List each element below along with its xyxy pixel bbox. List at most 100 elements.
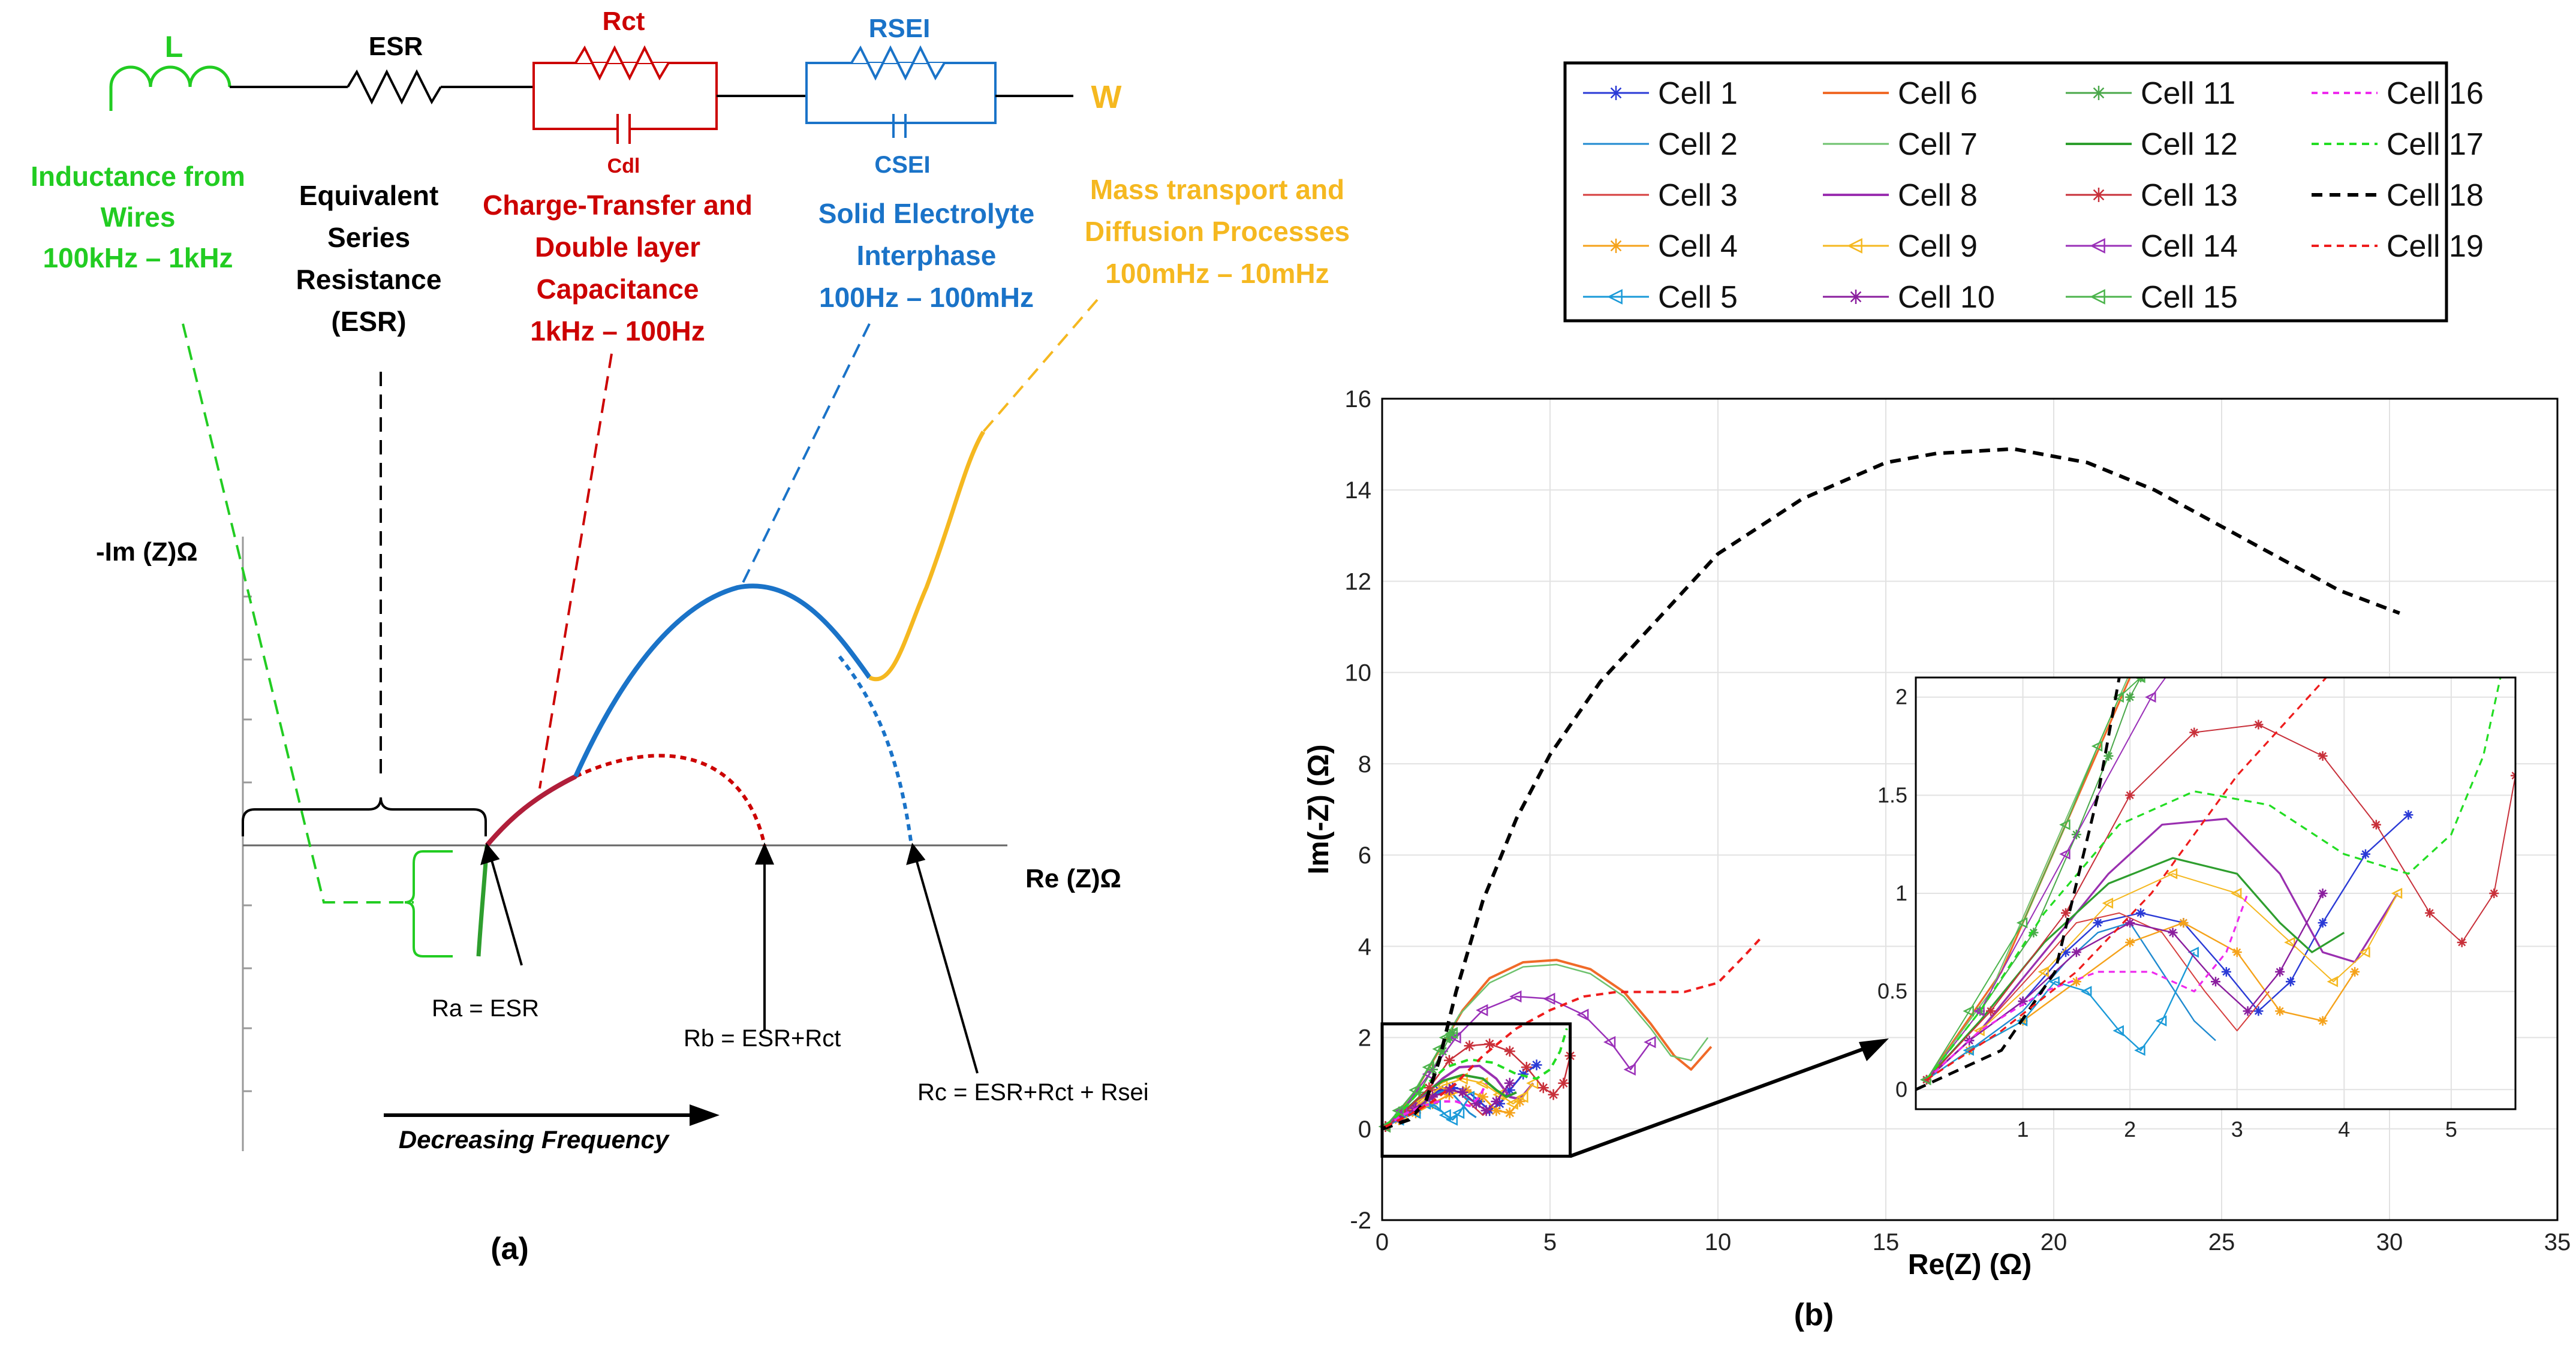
inset-series-cell-15-marker (1920, 1074, 1931, 1086)
inset-x-tick-label: 2 (2124, 1117, 2136, 1142)
legend-label: Cell 11 (2141, 76, 2235, 111)
series-cell-19 (1385, 936, 1763, 1128)
legend-cell-9-marker (1847, 238, 1862, 254)
zoom-arrow-head (1859, 1038, 1889, 1061)
rsei-parallel-block (805, 45, 997, 138)
inset-series-cell-10-marker (2071, 947, 2081, 957)
panel-a: L ESR Rct Cdl (31, 7, 1350, 1266)
inset-series-cell-5-marker (2048, 976, 2060, 987)
main-y-tick-label: 6 (1358, 842, 1371, 869)
inset-series-cell-2 (1926, 922, 2216, 1080)
inset-series-cell-13-marker (2318, 751, 2328, 761)
series-cell-10-marker (1504, 1077, 1515, 1089)
main-y-tick-label: 8 (1358, 751, 1371, 778)
series-cell-14-marker (1644, 1036, 1656, 1049)
ct-line-3: Capacitance (536, 273, 699, 305)
ct-line-1: Charge-Transfer and (483, 189, 753, 221)
series-cell-13-marker (1558, 1077, 1569, 1089)
legend-item-cell-7: Cell 7 (1823, 127, 1978, 162)
sei-line-3: 100Hz – 100mHz (819, 282, 1034, 313)
sei-line-1: Solid Electrolyte (818, 198, 1034, 229)
sei-leader (739, 323, 871, 588)
legend-label: Cell 4 (1658, 229, 1738, 264)
inset-series-cell-17 (1925, 678, 2502, 1080)
series-cell-15-marker (1409, 1083, 1421, 1097)
legend-label: Cell 13 (2141, 178, 2238, 213)
annotation-sei: Solid Electrolyte Interphase 100Hz – 100… (818, 198, 1034, 313)
annotation-esr: Equivalent Series Resistance (ESR) (296, 180, 442, 337)
inset-series-cell-15-marker (1963, 1005, 1974, 1017)
main-y-tick-label: 16 (1345, 386, 1372, 412)
series-cell-14-marker (1543, 992, 1555, 1005)
series-cell-16 (1385, 1082, 1488, 1128)
inset-series-cell-15-marker (2112, 691, 2124, 703)
inset-series-cell-11-marker (2125, 692, 2135, 702)
series-cell-10-marker (1457, 1086, 1468, 1098)
inset-series-cell-5-marker (2155, 1015, 2167, 1026)
series-cell-9-marker (1436, 1079, 1448, 1092)
legend-item-cell-13: Cell 13 (2066, 178, 2238, 213)
series-cell-5-marker (1445, 1113, 1458, 1126)
inset-series-cell-1-marker (2286, 977, 2295, 987)
inset-series (1916, 678, 2515, 1091)
inset-series-cell-14-marker (2059, 848, 2071, 860)
inset-series-cell-5-marker (2112, 1025, 2124, 1037)
ct-line-2: Double layer (535, 231, 700, 263)
legend-item-cell-15: Cell 15 (2066, 280, 2238, 315)
inset-series-cell-5-marker (2187, 946, 2199, 958)
annotation-diffusion: Mass transport and Diffusion Processes 1… (1085, 174, 1350, 289)
series-cell-14-marker (1509, 990, 1522, 1003)
inset-series-cell-19 (1925, 678, 2328, 1081)
decreasing-frequency-label: Decreasing Frequency (399, 1125, 670, 1154)
inset-series-cell-3 (1926, 912, 2270, 1080)
inset-series-cell-5-marker (2080, 986, 2092, 997)
inset-series-cell-10-marker (2275, 966, 2285, 977)
zoom-indicator (1380, 1022, 1889, 1158)
inset-series-cell-12 (1925, 857, 2345, 1080)
label-cdl: Cdl (607, 155, 640, 177)
label-rsei: RSEI (869, 14, 931, 43)
inset-y-tick-label: 1.5 (1877, 782, 1907, 807)
legend: Cell 1 Cell 2 Cell 3 Cell 4 Cell 5 Cell 6 Cell… (1563, 61, 2484, 323)
legend-label: Cell 1 (1658, 76, 1738, 111)
inset-y-tick-label: 2 (1895, 685, 1907, 709)
main-series (1378, 447, 2400, 1133)
series-cell-10-marker (1491, 1096, 1502, 1107)
inset-series-cell-13 (1926, 724, 2515, 1080)
inset-series-cell-9-marker (2391, 887, 2403, 899)
inset-series-cell-15-marker (2059, 819, 2071, 830)
label-esr: ESR (369, 32, 423, 61)
inset-series-cell-13-marker (2489, 889, 2499, 898)
series-cell-13-marker (1484, 1038, 1495, 1050)
rb-label: Rb = ESR+Rct (684, 1025, 841, 1052)
rc-label: Rc = ESR+Rct + Rsei (917, 1079, 1149, 1106)
series-cell-14-marker (1476, 1004, 1488, 1017)
decreasing-frequency-arrow: Decreasing Frequency (384, 1104, 720, 1154)
inset-series-cell-11-marker (2103, 751, 2114, 761)
legend-cell-14-marker (2090, 238, 2105, 254)
series-cell-1-marker (1531, 1059, 1542, 1071)
main-y-tick-label: 10 (1345, 660, 1372, 686)
legend-label: Cell 3 (1658, 178, 1738, 213)
main-y-tick-label: 4 (1358, 934, 1371, 960)
inset-y-tick-label: 0 (1895, 1077, 1907, 1101)
main-y-axis-label: Im(-Z) (Ω) (1303, 744, 1335, 874)
main-x-tick-label: 0 (1376, 1229, 1389, 1255)
inset-series-cell-9-marker (2166, 868, 2178, 880)
series-cell-13-marker (1537, 1082, 1549, 1094)
legend-label: Cell 12 (2141, 127, 2238, 162)
inset-y-tick-label: 1 (1895, 881, 1907, 905)
inset-series-cell-15-marker (2016, 917, 2028, 929)
inset-series-cell-1-marker (2221, 966, 2231, 977)
inset-series-cell-4-marker (2350, 966, 2360, 977)
legend-item-cell-19: Cell 19 (2312, 229, 2484, 264)
series-cell-17 (1385, 1028, 1568, 1128)
main-x-tick-label: 30 (2376, 1229, 2403, 1255)
inset-series-cell-4-marker (2318, 1016, 2328, 1026)
main-x-tick-label: 20 (2041, 1229, 2068, 1255)
legend-cell-11-marker (2092, 86, 2106, 100)
legend-label: Cell 10 (1898, 280, 1995, 315)
legend-cell-10-marker (1849, 290, 1863, 304)
label-w: W (1091, 79, 1122, 115)
